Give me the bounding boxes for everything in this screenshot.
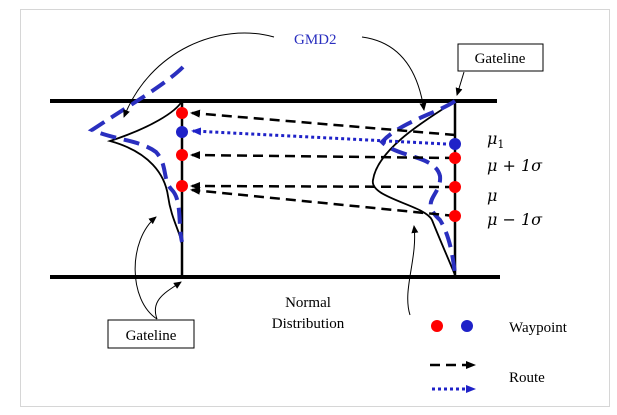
right-normal-distribution-curve <box>372 100 456 276</box>
left-gmd2-curve <box>87 65 185 243</box>
gateline-bottom-pointer <box>154 281 182 320</box>
normal-distribution-label-line1: Normal <box>285 295 331 311</box>
mu-plus-sigma-label: μ + 1σ <box>487 156 543 175</box>
waypoint-right-mu-minus <box>449 210 461 222</box>
gateline-bottom-box <box>107 319 195 349</box>
legend-waypoint-label: Waypoint <box>509 320 568 336</box>
route-arrow-3 <box>190 182 456 191</box>
gateline-top-label: Gateline <box>475 51 526 67</box>
legend-red-waypoint-icon <box>431 320 443 332</box>
legend-blue-waypoint-icon <box>461 320 473 332</box>
normal-distribution-pointer <box>407 225 419 316</box>
waypoint-right-gmd <box>449 138 461 150</box>
waypoint-right-mu <box>449 181 461 193</box>
route-arrow-4 <box>190 186 456 218</box>
waypoint-left-2 <box>176 149 188 161</box>
mu1-label: μ1 <box>487 129 504 151</box>
legend-route-label: Route <box>509 370 545 386</box>
gmd2-label: GMD2 <box>294 32 337 48</box>
right-gmd2-curve <box>379 99 457 275</box>
legend: Waypoint Route <box>430 320 568 393</box>
mu-label: μ <box>487 186 497 205</box>
gateline-top-pointer <box>455 71 465 96</box>
waypoint-left-1 <box>176 107 188 119</box>
gateline-bottom-label: Gateline <box>126 328 177 344</box>
route-arrow-1 <box>190 109 456 137</box>
waypoint-right-mu-plus <box>449 152 461 164</box>
gmd2-pointer-right <box>361 36 427 111</box>
normal-distribution-label-line2: Distribution <box>272 316 345 332</box>
mu-minus-sigma-label: μ − 1σ <box>487 210 543 229</box>
route-arrow-2 <box>190 151 456 160</box>
route-arrow-gmd <box>191 127 447 146</box>
gateline-top-box <box>457 43 544 72</box>
waypoint-left-3 <box>176 180 188 192</box>
left-normal-distribution-curve <box>106 100 183 245</box>
waypoint-left-gmd <box>176 126 188 138</box>
gmd2-pointer-left <box>123 32 275 118</box>
left-curve-pointer <box>134 216 158 320</box>
